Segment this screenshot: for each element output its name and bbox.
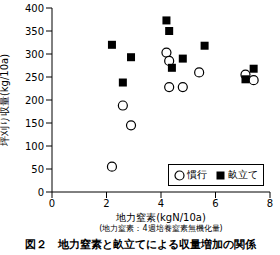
svg-text:350: 350 — [25, 26, 44, 37]
svg-text:2: 2 — [103, 198, 109, 209]
svg-text:8: 8 — [267, 198, 272, 209]
html-text:慣行: 慣行 — [187, 169, 207, 180]
svg-text:4: 4 — [158, 198, 164, 209]
svg-text:200: 200 — [25, 95, 44, 106]
svg-text:150: 150 — [25, 118, 44, 129]
svg-text:0: 0 — [49, 198, 55, 209]
svg-text:400: 400 — [25, 3, 44, 14]
html-text:(地力窒素：4週培養窒素無機化量): (地力窒素：4週培養窒素無機化量) — [99, 224, 223, 233]
svg-text:0: 0 — [38, 187, 44, 198]
html-text:地力窒素(kgN/10a): 地力窒素(kgN/10a) — [116, 212, 206, 223]
svg-text:300: 300 — [25, 49, 44, 60]
svg-text:100: 100 — [25, 141, 44, 152]
svg-text:坪刈り収量(kg/10a): 坪刈り収量(kg/10a) — [8, 54, 10, 147]
html-text:畝立て: 畝立て — [228, 169, 258, 180]
svg-text:50: 50 — [31, 164, 44, 175]
html-text:図２ 地力窒素と畝立てによる収量増加の関係: 図２ 地力窒素と畝立てによる収量増加の関係 — [24, 238, 256, 251]
svg-text:6: 6 — [212, 198, 218, 209]
svg-text:250: 250 — [25, 72, 44, 83]
